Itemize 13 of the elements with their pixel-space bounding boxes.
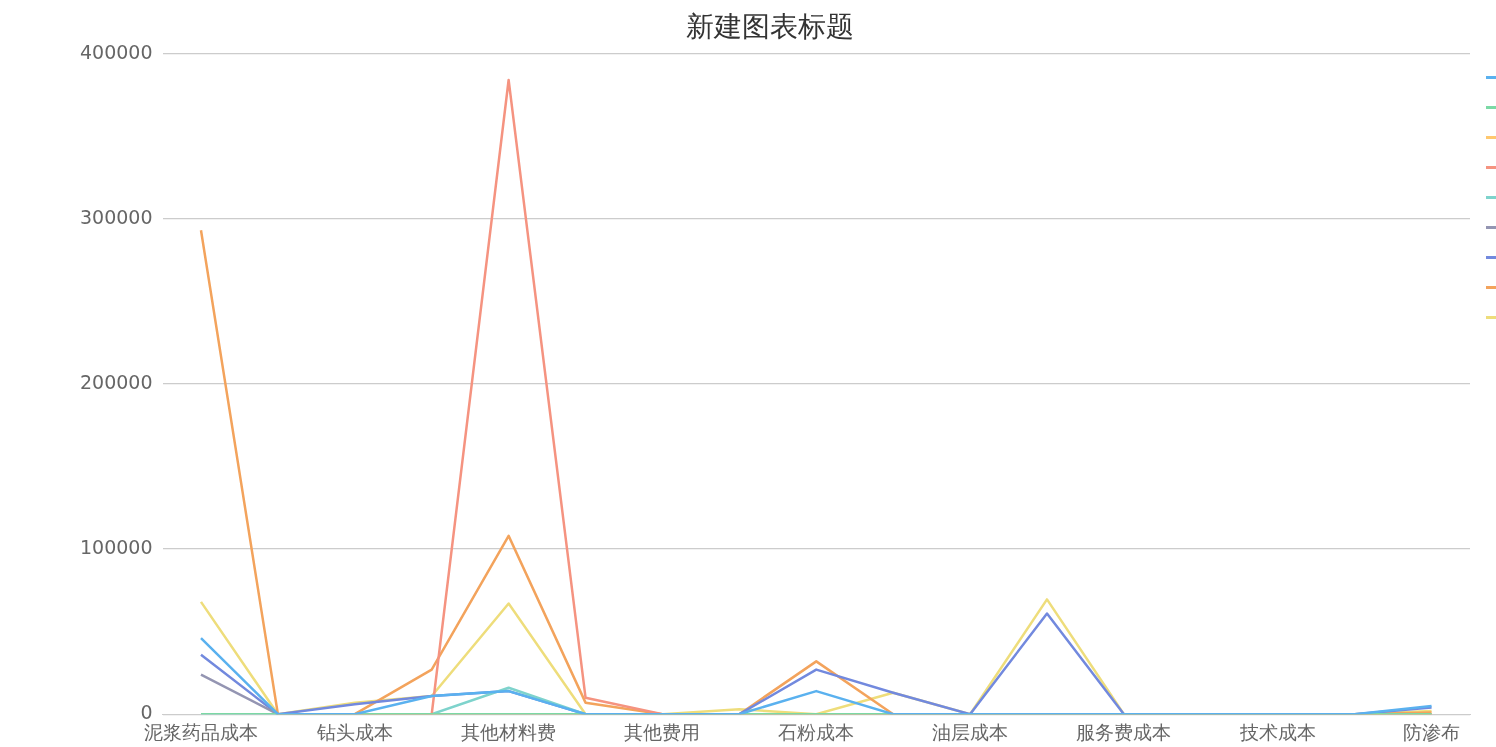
x-tick-label: 石粉成本 <box>778 720 855 743</box>
x-tick-label: 钻头成本 <box>315 720 393 743</box>
y-tick-label: 100000 <box>80 535 153 558</box>
y-tick-label: 200000 <box>80 370 153 393</box>
x-tick-label: 防渗布 <box>1403 720 1461 743</box>
chart-title: 新建图表标题 <box>686 10 854 44</box>
y-tick-label: 400000 <box>80 40 153 63</box>
x-tick-label: 技术成本 <box>1238 720 1316 743</box>
y-tick-label: 300000 <box>80 205 153 228</box>
x-tick-label: 其他费用 <box>624 720 701 743</box>
x-tick-label: 其他材料费 <box>461 720 557 743</box>
x-tick-label: 服务费成本 <box>1076 720 1172 743</box>
x-tick-label: 油层成本 <box>932 720 1009 743</box>
